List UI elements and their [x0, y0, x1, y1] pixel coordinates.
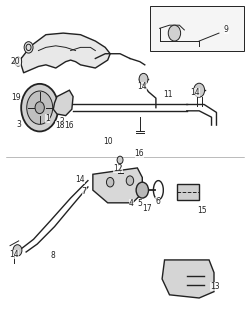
Text: 4: 4	[129, 199, 134, 208]
Circle shape	[139, 73, 148, 85]
Text: 14: 14	[76, 175, 85, 184]
Bar	[150, 6, 244, 51]
Circle shape	[126, 176, 134, 185]
Polygon shape	[162, 260, 214, 298]
Text: 16: 16	[64, 121, 74, 130]
Text: 11: 11	[163, 90, 172, 99]
Text: 3: 3	[17, 120, 22, 129]
Text: 5: 5	[138, 199, 142, 208]
Text: 20: 20	[11, 57, 20, 66]
Text: 8: 8	[50, 251, 55, 260]
Text: 16: 16	[134, 148, 144, 157]
Text: 6: 6	[155, 197, 160, 206]
Text: 15: 15	[197, 206, 206, 215]
Text: 14: 14	[10, 250, 19, 259]
Text: 10: 10	[103, 137, 113, 146]
Text: 1: 1	[45, 114, 50, 123]
Text: 19: 19	[11, 93, 20, 102]
Circle shape	[35, 102, 44, 114]
Text: 14: 14	[191, 88, 200, 97]
Circle shape	[27, 91, 53, 124]
Text: 13: 13	[210, 282, 220, 291]
Circle shape	[194, 83, 204, 97]
Text: 2: 2	[60, 117, 64, 126]
Circle shape	[21, 84, 58, 132]
Text: 18: 18	[55, 121, 64, 130]
Circle shape	[106, 178, 114, 187]
Text: 14: 14	[138, 82, 147, 91]
Text: 12: 12	[113, 164, 123, 173]
Circle shape	[13, 245, 22, 256]
Text: 17: 17	[142, 204, 152, 213]
Circle shape	[136, 182, 148, 198]
Circle shape	[24, 42, 33, 53]
Text: 7: 7	[82, 187, 87, 196]
Bar	[177, 184, 199, 200]
Polygon shape	[93, 168, 142, 203]
Polygon shape	[21, 33, 110, 73]
Circle shape	[117, 156, 123, 164]
Circle shape	[168, 25, 180, 41]
Text: 9: 9	[224, 25, 229, 34]
Circle shape	[15, 57, 22, 66]
Polygon shape	[53, 90, 73, 116]
